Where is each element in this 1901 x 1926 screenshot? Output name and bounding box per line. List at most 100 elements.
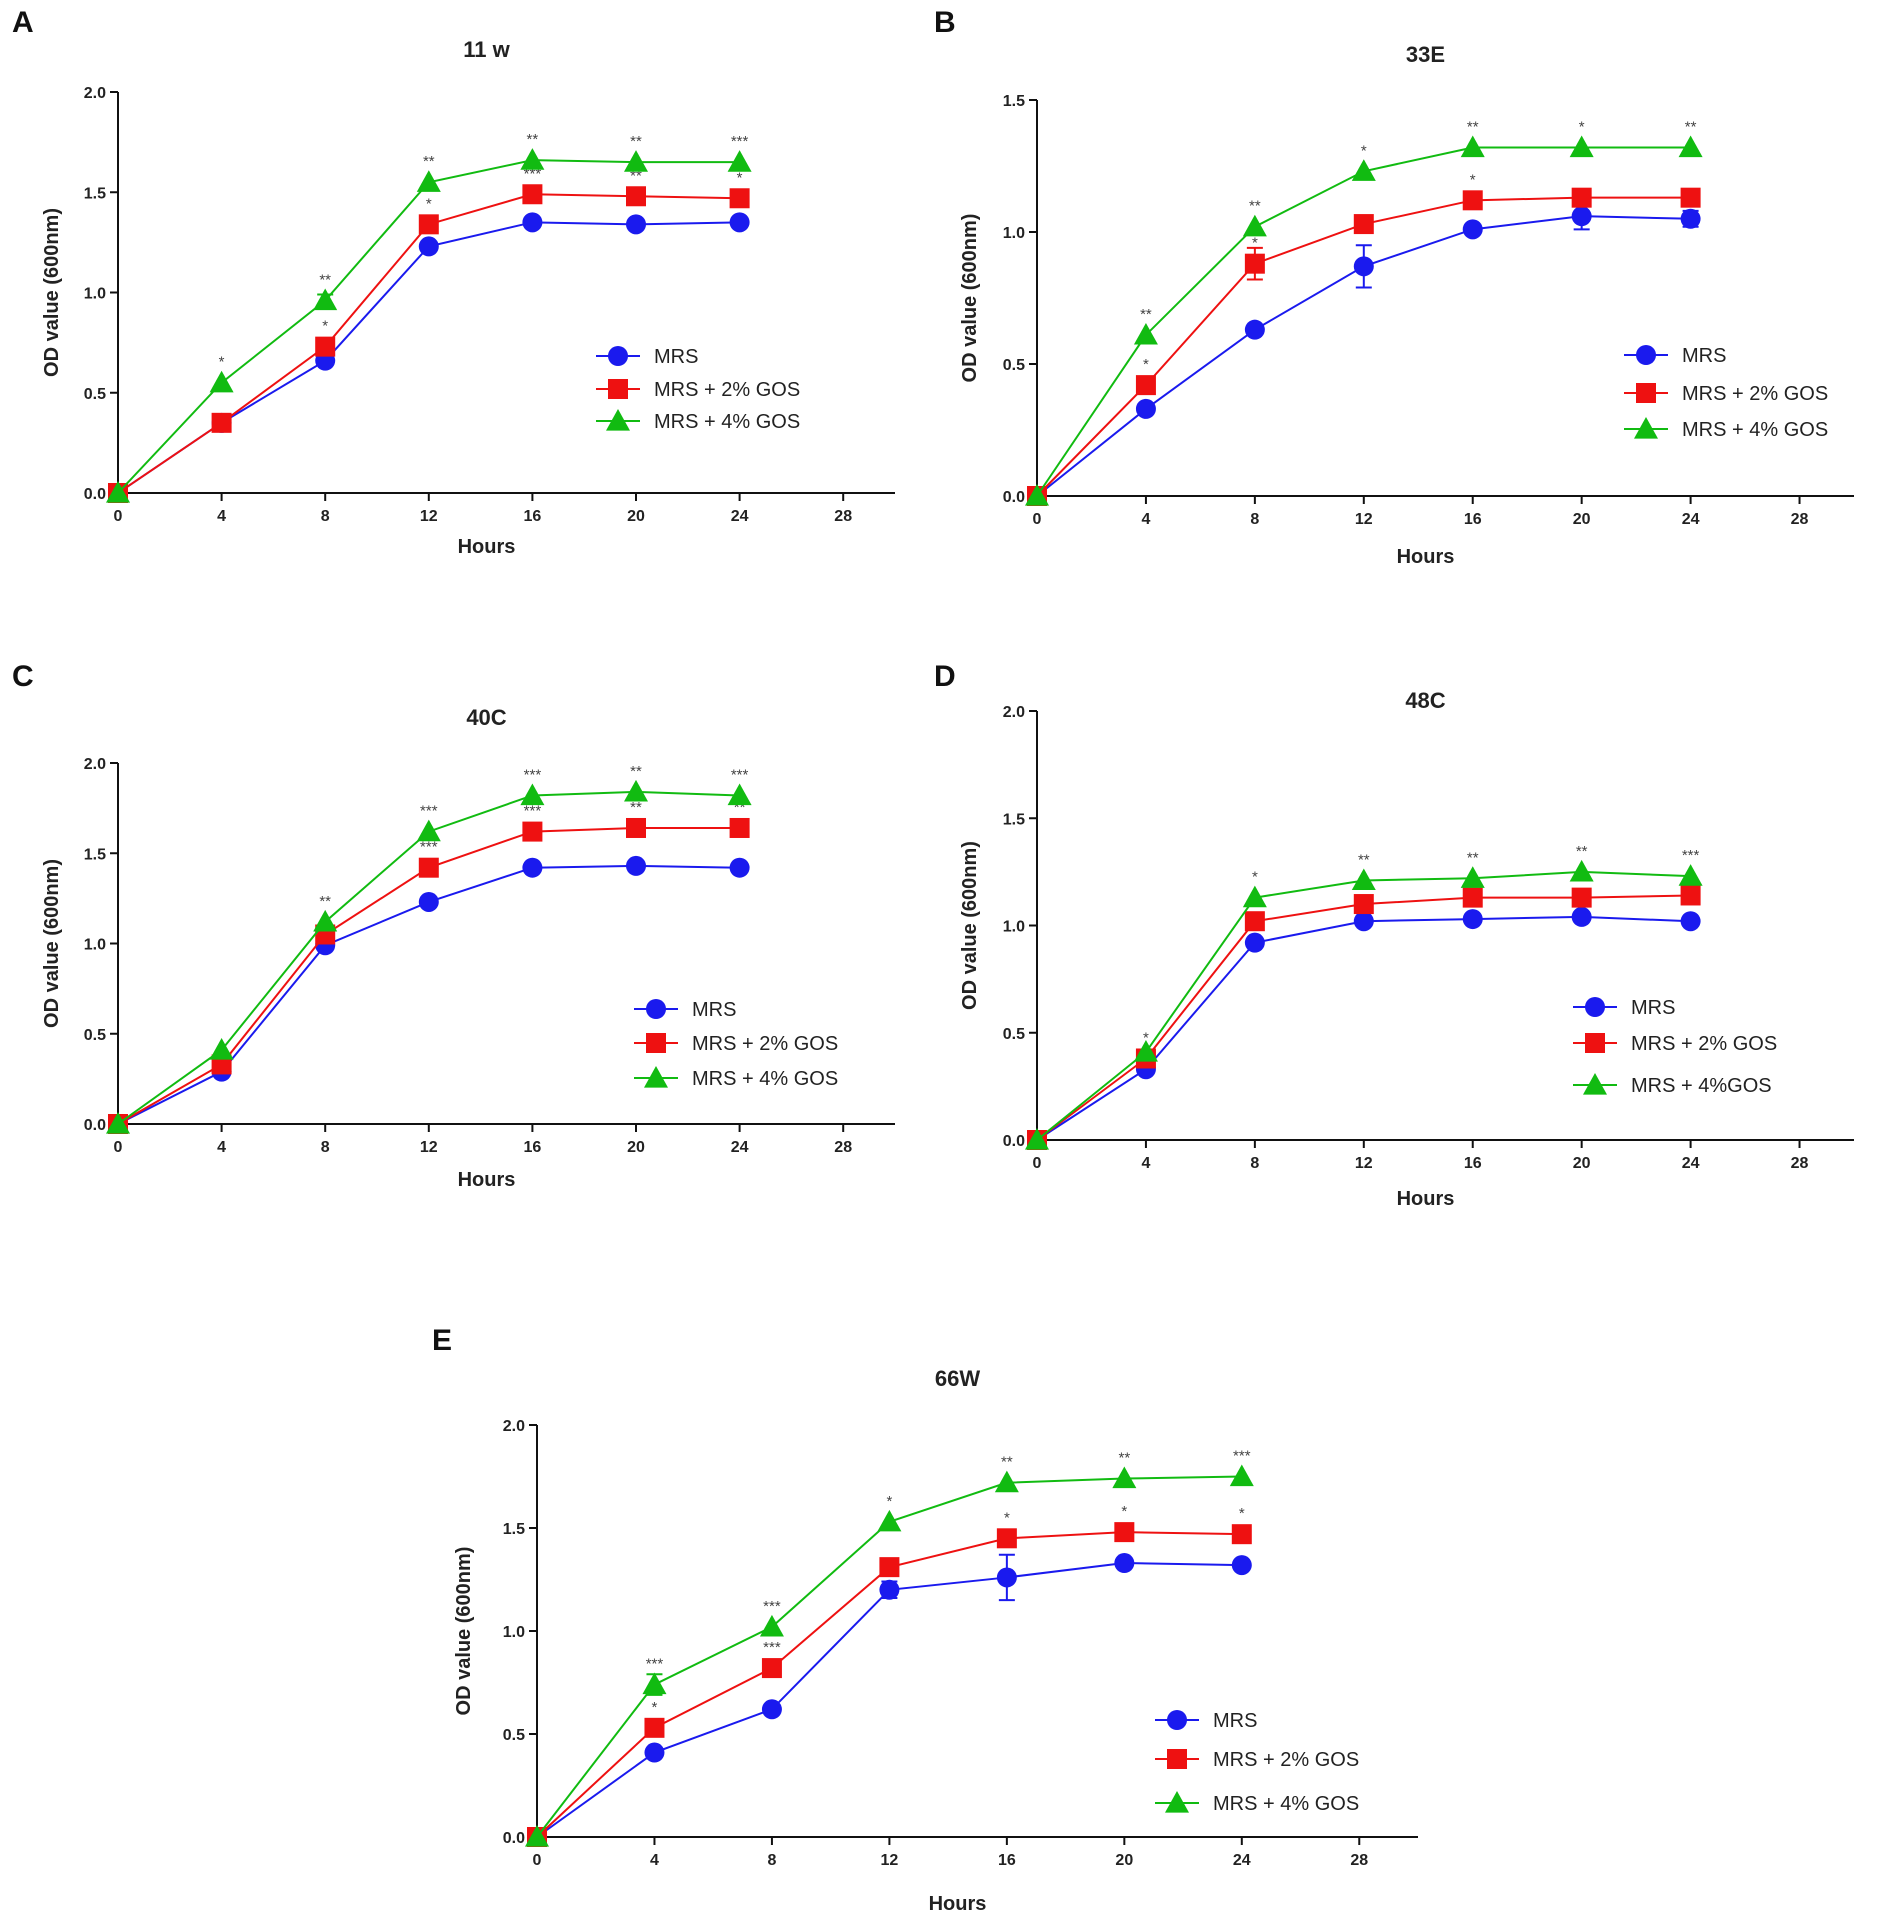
data-point — [416, 170, 441, 192]
data-point — [996, 1567, 1017, 1588]
significance-label: ** — [1118, 1450, 1130, 1467]
data-point — [522, 184, 543, 205]
significance-label: ** — [630, 799, 642, 816]
data-point — [1244, 911, 1265, 932]
data-point — [525, 1825, 549, 1847]
data-point — [729, 817, 750, 838]
y-tick-label: 2.0 — [84, 756, 106, 773]
x-tick-label: 8 — [1250, 511, 1259, 528]
data-point — [1571, 906, 1592, 927]
data-point — [1680, 208, 1701, 229]
y-tick-label: 1.5 — [1003, 811, 1025, 828]
data-point — [1025, 1128, 1049, 1150]
significance-label: ** — [734, 799, 746, 816]
significance-label: *** — [1233, 1448, 1251, 1465]
legend-marker — [1585, 1033, 1605, 1053]
legend-marker — [1167, 1710, 1187, 1730]
data-point — [879, 1557, 900, 1578]
y-tick-label: 1.0 — [503, 1624, 525, 1641]
legend-label: MRS + 2% GOS — [692, 1033, 838, 1055]
x-tick-label: 4 — [217, 1139, 226, 1156]
data-point — [1353, 214, 1374, 235]
legend-label: MRS — [1682, 345, 1726, 367]
data-point — [1351, 159, 1376, 181]
x-tick-label: 28 — [1350, 1852, 1368, 1869]
series-mrs-4-gos: ******* ** *** — [106, 131, 752, 503]
legend-item: MRS + 2% GOS — [1155, 1749, 1359, 1771]
x-tick-label: 0 — [533, 1852, 542, 1869]
series-mrs-4-gos: ********* ** *** — [525, 1448, 1254, 1847]
data-point — [626, 214, 646, 235]
y-tick-label: 1.5 — [503, 1521, 525, 1538]
series-mrs — [527, 1553, 1252, 1847]
y-tick-label: 2.0 — [1003, 704, 1025, 721]
data-point — [106, 481, 130, 503]
significance-label: ** — [1467, 119, 1479, 136]
legend-label: MRS — [654, 346, 698, 368]
x-tick-label: 24 — [731, 1139, 749, 1156]
legend-item: MRS + 4% GOS — [1155, 1791, 1359, 1815]
x-tick-label: 20 — [1573, 511, 1591, 528]
significance-label: *** — [731, 133, 749, 150]
legend-label: MRS + 4% GOS — [692, 1068, 838, 1090]
data-point — [729, 188, 750, 209]
legend-item: MRS + 4%GOS — [1573, 1073, 1772, 1097]
y-tick-label: 0.0 — [1003, 489, 1025, 506]
x-tick-label: 12 — [420, 508, 438, 525]
legend-item: MRS + 4% GOS — [634, 1066, 838, 1090]
x-tick-label: 12 — [1355, 511, 1373, 528]
x-axis-label: Hours — [458, 1169, 516, 1191]
data-point — [1133, 1040, 1158, 1062]
data-point — [727, 783, 752, 806]
x-tick-label: 24 — [731, 508, 749, 525]
y-axis-label: OD value (600nm) — [959, 841, 981, 1010]
data-point — [1025, 484, 1049, 506]
legend-label: MRS — [692, 999, 736, 1021]
series-mrs-4-gos: ******** ** *** — [106, 763, 752, 1134]
data-point — [1353, 256, 1374, 277]
data-point — [1244, 253, 1265, 274]
series-mrs-4-gos: ********** — [1025, 119, 1703, 506]
data-point — [209, 370, 234, 393]
significance-label: *** — [763, 1639, 781, 1656]
legend-label: MRS + 2% GOS — [1631, 1033, 1777, 1055]
data-point — [522, 857, 543, 878]
x-tick-label: 28 — [1791, 511, 1809, 528]
significance-label: * — [1579, 119, 1585, 136]
significance-label: ** — [1467, 849, 1479, 866]
data-point — [522, 212, 543, 233]
x-tick-label: 16 — [1464, 511, 1482, 528]
legend-label: MRS + 2% GOS — [1213, 1749, 1359, 1771]
significance-label: * — [219, 354, 225, 371]
data-point — [418, 891, 439, 912]
chart-title: 66W — [935, 1366, 980, 1391]
data-point — [418, 857, 439, 878]
legend-item: MRS — [1155, 1710, 1257, 1732]
data-point — [1462, 190, 1483, 211]
legend-label: MRS + 4% GOS — [654, 411, 800, 433]
data-point — [644, 1717, 665, 1738]
data-point — [1353, 894, 1374, 915]
significance-label: ** — [1358, 851, 1370, 868]
data-point — [996, 1528, 1017, 1549]
significance-label: *** — [420, 839, 438, 856]
x-axis-label: Hours — [1397, 546, 1455, 568]
y-tick-label: 1.5 — [84, 846, 106, 863]
y-tick-label: 1.0 — [1003, 225, 1025, 242]
x-tick-label: 0 — [1033, 1155, 1042, 1172]
legend-marker — [606, 409, 630, 431]
x-tick-label: 20 — [1573, 1155, 1591, 1172]
data-point — [1242, 214, 1267, 237]
data-point — [761, 1658, 782, 1679]
data-point — [761, 1699, 782, 1720]
significance-label: *** — [524, 803, 542, 820]
x-tick-label: 8 — [321, 1139, 330, 1156]
x-tick-label: 0 — [114, 508, 123, 525]
x-tick-label: 16 — [524, 1139, 542, 1156]
chart-title: 33E — [1406, 42, 1445, 67]
significance-label: *** — [420, 803, 438, 820]
significance-label: * — [1252, 235, 1258, 252]
y-tick-label: 0.5 — [84, 386, 106, 403]
